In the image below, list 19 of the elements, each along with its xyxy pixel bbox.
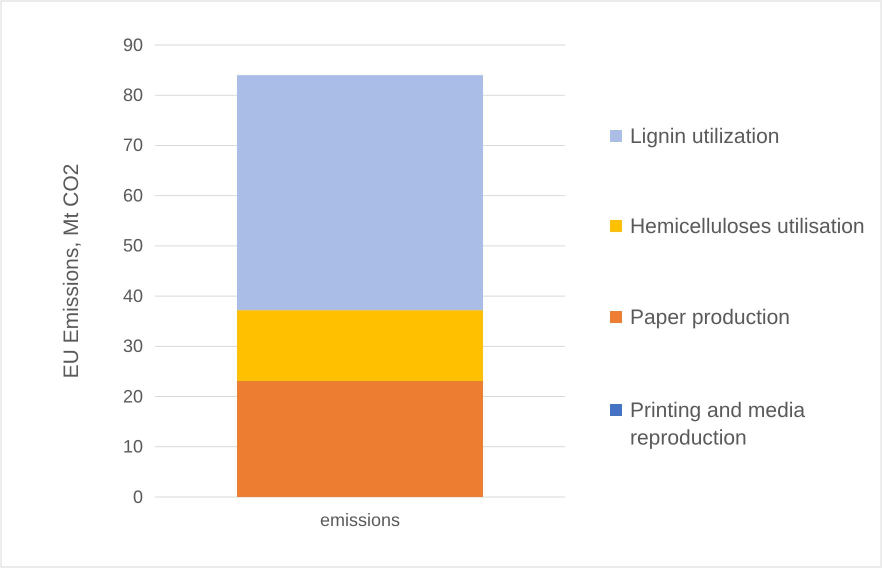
bar — [237, 75, 483, 310]
y-tick-label: 0 — [132, 486, 143, 507]
y-tick-label: 50 — [122, 236, 143, 256]
y-tick-label: 10 — [122, 436, 143, 457]
y-tick-label: 70 — [122, 135, 143, 156]
x-tick-label: emissions — [320, 510, 400, 530]
legend-label: Paper production — [630, 306, 790, 329]
y-axis-title: EU Emissions, Mt CO2 — [60, 164, 83, 378]
y-tick-label: 20 — [122, 386, 143, 406]
y-tick-label: 40 — [122, 286, 143, 306]
y-tick-label: 80 — [122, 84, 143, 105]
legend-label: Printing and media reproduction — [630, 399, 806, 450]
y-tick-label: 60 — [122, 185, 143, 206]
bar — [237, 380, 483, 497]
y-tick-label: 30 — [122, 336, 143, 356]
y-tick-label: 90 — [122, 34, 143, 55]
bar — [237, 310, 483, 381]
legend-label: Hemicelluloses utilisation — [630, 215, 865, 238]
legend-label: Lignin utilization — [630, 125, 780, 148]
